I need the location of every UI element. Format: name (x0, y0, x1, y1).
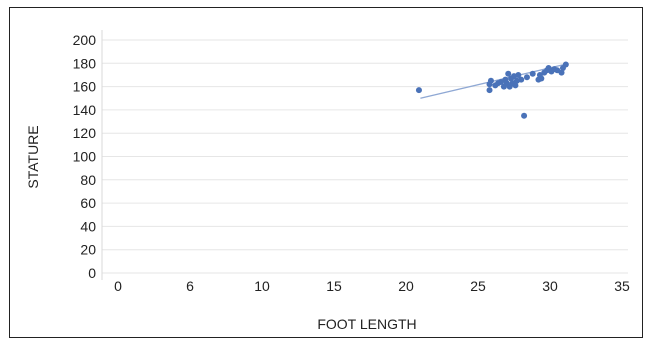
y-tick-label: 200 (73, 32, 97, 48)
x-tick-label: 6 (186, 278, 194, 294)
data-point (558, 69, 565, 76)
x-tick-label: 35 (614, 278, 630, 294)
x-axis-title: FOOT LENGTH (317, 316, 416, 332)
y-tick-labels: 0 20 40 60 80 100 120 140 160 180 200 (73, 32, 97, 281)
data-points (415, 61, 569, 119)
y-tick-label: 140 (73, 102, 97, 118)
y-tick-label: 20 (80, 242, 96, 258)
chart-frame (9, 7, 643, 338)
data-point (518, 76, 525, 83)
x-tick-labels: 0 6 10 15 20 25 30 35 (114, 278, 630, 294)
data-point (538, 75, 545, 82)
y-tick-label: 120 (73, 125, 97, 141)
data-point (487, 77, 494, 84)
x-tick-label: 15 (326, 278, 342, 294)
data-point (523, 74, 530, 81)
y-tick-label: 80 (80, 172, 96, 188)
data-point (515, 71, 522, 78)
x-tick-label: 0 (114, 278, 122, 294)
y-axis-title: STATURE (25, 125, 41, 188)
data-point (529, 70, 536, 77)
data-point (505, 70, 512, 77)
y-tick-label: 0 (88, 265, 96, 281)
x-tick-label: 10 (254, 278, 270, 294)
x-tick-label: 25 (470, 278, 486, 294)
data-point (521, 112, 528, 119)
data-point (512, 82, 519, 89)
y-tick-label: 180 (73, 55, 97, 71)
data-point (486, 87, 493, 94)
y-tick-label: 60 (80, 195, 96, 211)
x-tick-label: 30 (542, 278, 558, 294)
gridlines (101, 30, 628, 280)
y-tick-label: 40 (80, 218, 96, 234)
data-point (562, 61, 569, 68)
y-tick-label: 160 (73, 79, 97, 95)
x-tick-label: 20 (398, 278, 414, 294)
y-tick-label: 100 (73, 149, 97, 165)
data-point (415, 87, 422, 94)
